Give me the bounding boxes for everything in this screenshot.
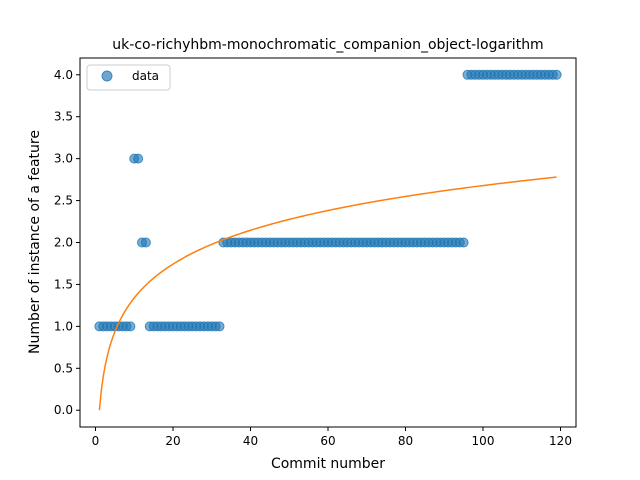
data-point [214,321,225,332]
x-tick-label: 80 [398,434,413,448]
data-point [458,237,469,248]
fit-line-group [98,176,557,411]
y-tick-label: 1.5 [54,277,73,291]
y-tick-label: 1.0 [54,319,73,333]
data-point [140,237,151,248]
x-tick-label: 100 [472,434,495,448]
y-tick-label: 0.0 [54,403,73,417]
data-point [133,153,144,164]
y-tick-label: 0.5 [54,361,73,375]
data-point [551,69,562,80]
legend: data [86,64,171,91]
x-axis: 0 20 40 60 80 100 120 [92,427,572,448]
chart-title: uk-co-richyhbm-monochromatic_companion_o… [112,37,543,53]
data-point [125,321,136,332]
legend-label-data: data [132,69,159,83]
x-tick-label: 20 [165,434,180,448]
x-tick-label: 40 [243,434,258,448]
fit-line [98,176,557,411]
y-tick-label: 2.0 [54,236,73,250]
y-tick-label: 3.0 [54,152,73,166]
legend-marker-data [101,70,113,82]
y-tick-label: 4.0 [54,68,73,82]
y-tick-label: 2.5 [54,194,73,208]
y-axis-label: Number of instance of a feature [27,130,43,354]
x-tick-label: 60 [320,434,335,448]
y-axis: 0.0 0.5 1.0 1.5 2.0 2.5 3.0 3.5 4.0 [54,68,80,417]
data-marks [94,69,562,332]
x-axis-label: Commit number [271,456,385,472]
x-tick-label: 120 [549,434,572,448]
y-tick-label: 3.5 [54,110,73,124]
x-tick-label: 0 [92,434,100,448]
